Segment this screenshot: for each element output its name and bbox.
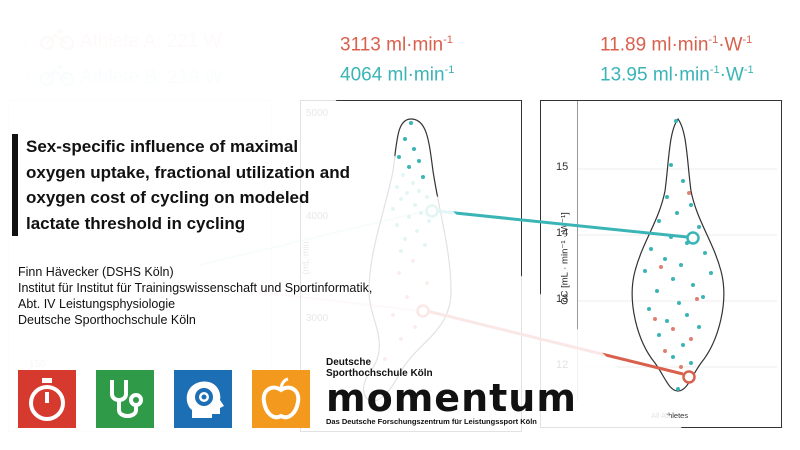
stopwatch-tile: [18, 370, 76, 428]
title-line-1: Sex-specific influence of maximal: [26, 137, 299, 156]
stethoscope-icon: [110, 380, 143, 418]
head-gear-icon: [186, 381, 224, 418]
stopwatch-icon: [29, 378, 65, 421]
dshs-momentum-logo: Deutsche Sporthochschule Köln momentum D…: [326, 357, 577, 426]
stethoscope-tile: [96, 370, 154, 428]
authors-block: Finn Hävecker (DSHS Köln) Institut für I…: [18, 264, 372, 328]
logo-line-1: Deutsche: [326, 357, 372, 368]
logo-line-2: Sporthochschule Köln: [326, 368, 433, 379]
athlete-b-connector: [435, 209, 688, 239]
logo-wordmark: momentum: [326, 376, 577, 420]
title-block: Sex-specific influence of maximal oxygen…: [12, 134, 366, 236]
title-line-3: oxygen cost of cycling on modeled: [26, 188, 310, 207]
author-department: Abt. IV Leistungsphysiologie: [18, 297, 176, 311]
apple-icon: [261, 377, 301, 420]
author-institute: Institut für Institut für Trainingswisse…: [18, 281, 373, 295]
author-name: Finn Hävecker (DSHS Köln): [18, 265, 174, 279]
author-university: Deutsche Sporthochschule Köln: [18, 313, 196, 327]
title-line-4: lactate threshold in cycling: [26, 213, 246, 233]
head-gear-tile: [174, 370, 232, 428]
logo-tagline: Das Deutsche Forschungszentrum für Leist…: [326, 417, 537, 426]
title-line-2: oxygen uptake, fractional utilization an…: [26, 162, 350, 182]
apple-tile: [252, 370, 310, 428]
